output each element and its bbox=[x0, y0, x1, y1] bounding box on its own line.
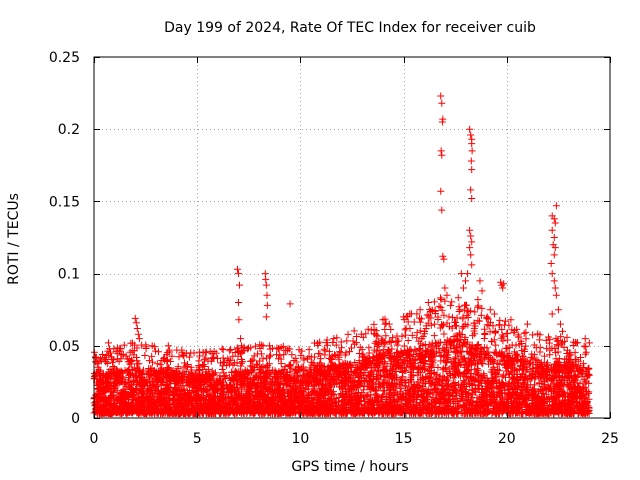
data-point bbox=[296, 383, 304, 391]
data-point bbox=[353, 395, 361, 403]
data-point bbox=[497, 389, 505, 397]
data-point bbox=[563, 381, 571, 389]
data-point bbox=[429, 356, 437, 364]
data-point bbox=[415, 364, 423, 372]
data-point bbox=[427, 373, 435, 381]
data-point bbox=[347, 387, 355, 395]
data-point bbox=[394, 390, 402, 398]
data-point bbox=[110, 388, 118, 396]
data-point bbox=[436, 348, 444, 356]
data-point bbox=[422, 379, 430, 387]
data-point bbox=[351, 378, 359, 386]
data-point bbox=[434, 364, 442, 372]
data-point bbox=[452, 363, 460, 371]
data-point bbox=[387, 360, 395, 368]
data-point bbox=[543, 395, 551, 403]
data-point bbox=[432, 384, 440, 392]
data-points bbox=[90, 92, 593, 418]
data-point bbox=[446, 383, 454, 391]
data-point bbox=[526, 360, 534, 368]
data-point bbox=[396, 380, 404, 388]
data-point bbox=[420, 380, 428, 388]
